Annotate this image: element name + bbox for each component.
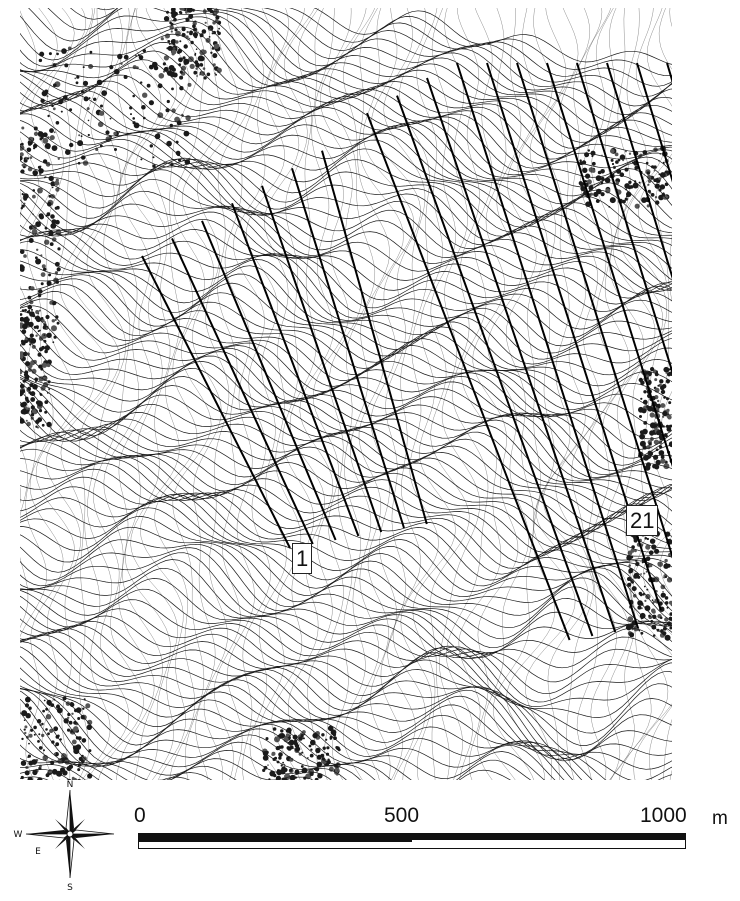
survey-line-label-last: 21 xyxy=(626,505,658,536)
contour-line xyxy=(446,8,488,780)
contour-line xyxy=(20,108,672,242)
contour-line xyxy=(20,279,672,415)
contour-line xyxy=(233,8,274,780)
contour-line xyxy=(155,8,198,780)
compass-south-point xyxy=(66,834,70,878)
contour-line xyxy=(20,8,672,130)
scale-bar xyxy=(138,833,686,849)
contour-lines xyxy=(20,8,672,780)
compass-west-point xyxy=(26,830,70,834)
compass-east-letter: E xyxy=(35,847,41,857)
contour-line xyxy=(459,8,501,780)
contour-line xyxy=(20,241,672,374)
contour-line xyxy=(20,578,672,702)
contour-line xyxy=(20,99,672,233)
contour-line xyxy=(20,138,672,286)
north-arrow-compass: N S W E xyxy=(8,778,130,896)
scale-tick-1000: 1000 xyxy=(640,805,687,826)
contour-line xyxy=(20,332,672,480)
contour-line xyxy=(20,598,672,745)
contour-line xyxy=(473,8,518,780)
contour-line xyxy=(20,284,672,427)
contour-line xyxy=(320,8,361,780)
contour-line xyxy=(20,8,57,780)
contour-line xyxy=(20,170,672,294)
contour-line xyxy=(20,610,672,754)
scale-bar-segment-2 xyxy=(412,834,685,840)
contour-line xyxy=(20,459,672,592)
survey-line xyxy=(322,151,427,524)
survey-line xyxy=(367,113,570,640)
contour-line xyxy=(20,591,672,733)
contour-line xyxy=(197,8,238,780)
compass-north-point xyxy=(70,790,74,834)
contour-line xyxy=(20,629,672,761)
scale-unit: m xyxy=(712,808,728,830)
survey-line xyxy=(172,238,313,544)
contour-line xyxy=(330,8,375,780)
contour-line xyxy=(493,8,537,780)
survey-line-label-first: 1 xyxy=(292,543,312,574)
compass-west-letter: W xyxy=(14,830,23,840)
contour-line xyxy=(20,8,672,122)
compass-south-letter: S xyxy=(67,883,73,893)
contour-line xyxy=(140,8,189,780)
survey-line xyxy=(262,186,381,532)
contour-line xyxy=(20,487,672,627)
contour-line xyxy=(104,8,154,780)
compass-east-point xyxy=(70,834,114,838)
topographic-map xyxy=(20,8,672,780)
contour-line xyxy=(20,372,672,506)
contour-line xyxy=(572,8,617,780)
scale-tick-500: 500 xyxy=(384,805,419,826)
contour-line xyxy=(20,497,672,627)
compass-north-letter: N xyxy=(67,780,74,790)
contour-line xyxy=(606,8,655,780)
contour-line xyxy=(20,345,672,487)
scale-tick-0: 0 xyxy=(134,805,146,826)
contour-line xyxy=(20,202,672,329)
contour-line xyxy=(125,8,170,780)
scale-bar-segment-1 xyxy=(139,834,412,842)
contour-line xyxy=(20,539,672,655)
contour-line xyxy=(20,623,672,759)
contour-line xyxy=(20,152,672,289)
survey-line xyxy=(457,63,638,628)
